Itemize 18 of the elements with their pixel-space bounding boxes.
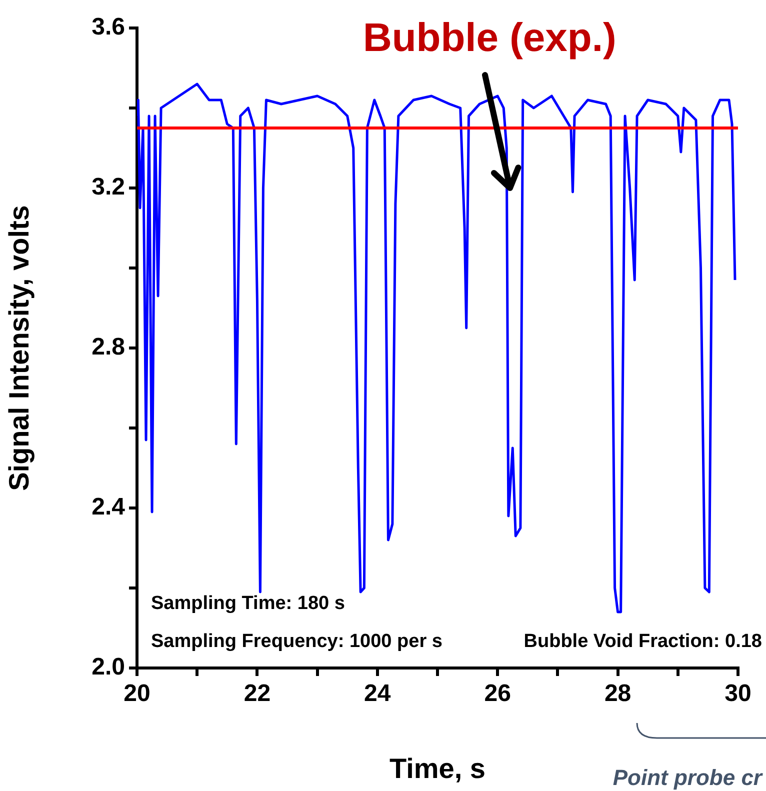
annotation: Sampling Time: 180 s: [151, 593, 345, 614]
text: Point probe cr: [612, 765, 764, 790]
y-axis-title: Signal Intensity, volts: [4, 205, 35, 491]
x-tick-label: 20: [124, 680, 150, 708]
y-tick-label: 2.0: [92, 654, 125, 681]
x-tick-label: 26: [484, 680, 511, 708]
x-tick-label: 28: [604, 680, 632, 708]
annotation: Sampling Frequency: 1000 per s: [151, 631, 442, 652]
y-tick-label: 3.6: [92, 14, 125, 41]
annotation: Bubble (exp.): [362, 16, 616, 60]
x-tick-label: 24: [364, 680, 392, 708]
annotation: Bubble Void Fraction: 0.18: [524, 631, 762, 652]
y-tick-label: 2.4: [92, 494, 126, 521]
y-tick-label: 3.2: [92, 174, 125, 201]
x-tick-label: 22: [244, 680, 271, 708]
x-tick-label: 30: [724, 680, 752, 708]
x-axis-title: Time, s: [390, 752, 486, 784]
y-tick-label: 2.8: [92, 334, 125, 361]
